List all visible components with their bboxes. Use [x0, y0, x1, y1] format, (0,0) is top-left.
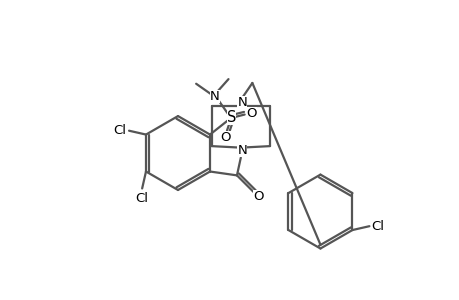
Text: N: N	[209, 90, 219, 103]
Text: N: N	[237, 144, 246, 157]
Text: Cl: Cl	[135, 192, 148, 205]
Text: S: S	[226, 110, 236, 125]
Text: O: O	[220, 131, 230, 144]
Text: O: O	[246, 107, 256, 120]
Text: N: N	[237, 97, 246, 110]
Text: Cl: Cl	[113, 124, 126, 137]
Text: O: O	[253, 190, 263, 203]
Text: Cl: Cl	[370, 220, 384, 233]
